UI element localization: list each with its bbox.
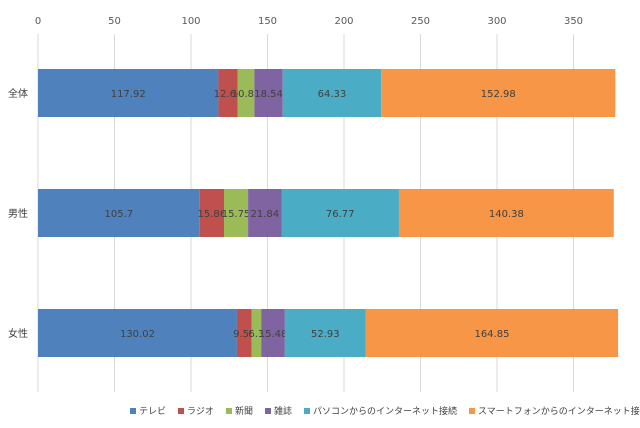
x-tick-label: 200 (334, 16, 353, 27)
bar-segment (381, 69, 616, 117)
bar-segment (365, 309, 619, 357)
bar-segment (199, 189, 224, 237)
bar-segment (282, 69, 382, 117)
legend-swatch (265, 408, 271, 414)
category-label: 全体 (8, 87, 28, 100)
x-tick-label: 100 (181, 16, 200, 27)
bar-segment (261, 309, 285, 357)
data-label: 76.77 (326, 209, 355, 220)
bar-segment (251, 309, 262, 357)
bar-segment (254, 69, 283, 117)
data-label: 152.98 (481, 89, 516, 100)
legend-label: スマートフォンからのインターネット接続 (478, 405, 640, 417)
bar-segment (38, 189, 200, 237)
x-tick-label: 250 (411, 16, 430, 27)
bar-segment (38, 309, 237, 357)
data-label: 164.85 (474, 329, 509, 340)
legend-label: ラジオ (187, 406, 214, 417)
data-label: 18.54 (254, 89, 283, 100)
data-label: 130.02 (120, 329, 155, 340)
x-tick-label: 350 (564, 16, 583, 27)
data-label: 15.48 (259, 329, 288, 340)
bar-segment (281, 189, 399, 237)
x-axis-ticks: 0 50 100 150 200 250 300 350 (35, 16, 583, 27)
bar-segment (398, 189, 614, 237)
data-label: 52.93 (311, 329, 340, 340)
x-tick-label: 300 (487, 16, 506, 27)
data-label: 21.84 (250, 209, 279, 220)
legend-label: 新聞 (235, 405, 253, 417)
data-label: 15.86 (198, 209, 227, 220)
bar-segment (284, 309, 366, 357)
data-label: 117.92 (111, 89, 146, 100)
category-label: 男性 (8, 207, 28, 220)
legend-swatch (304, 408, 310, 414)
category-label: 女性 (8, 327, 28, 340)
legend: テレビ ラジオ 新聞 雑誌 パソコンからのインターネット接続 スマートフォンからのインター… (130, 405, 640, 417)
bar-segment (218, 69, 238, 117)
x-tick-label: 150 (258, 16, 277, 27)
legend-label: パソコンからのインターネット接続 (313, 405, 457, 417)
bar-segment (248, 189, 282, 237)
legend-swatch (130, 408, 136, 414)
data-label: 12.64 (214, 89, 243, 100)
data-label: 105.7 (105, 209, 134, 220)
bar-segment (38, 69, 219, 117)
data-label: 9.55 (233, 329, 255, 340)
data-label: 10.88 (232, 89, 261, 100)
legend-label: 雑誌 (274, 405, 292, 417)
legend-swatch (226, 408, 232, 414)
data-label: 64.33 (318, 89, 347, 100)
x-tick-label: 0 (35, 16, 41, 27)
bar-segment (237, 69, 255, 117)
legend-label: テレビ (139, 406, 166, 417)
bar-segment (236, 309, 252, 357)
x-tick-label: 50 (108, 16, 121, 27)
data-label: 6.3 (248, 329, 264, 340)
legend-swatch (178, 408, 184, 414)
data-label: 140.38 (489, 209, 524, 220)
bar-segment (223, 189, 249, 237)
legend-swatch (469, 408, 475, 414)
data-label: 15.75 (222, 209, 251, 220)
